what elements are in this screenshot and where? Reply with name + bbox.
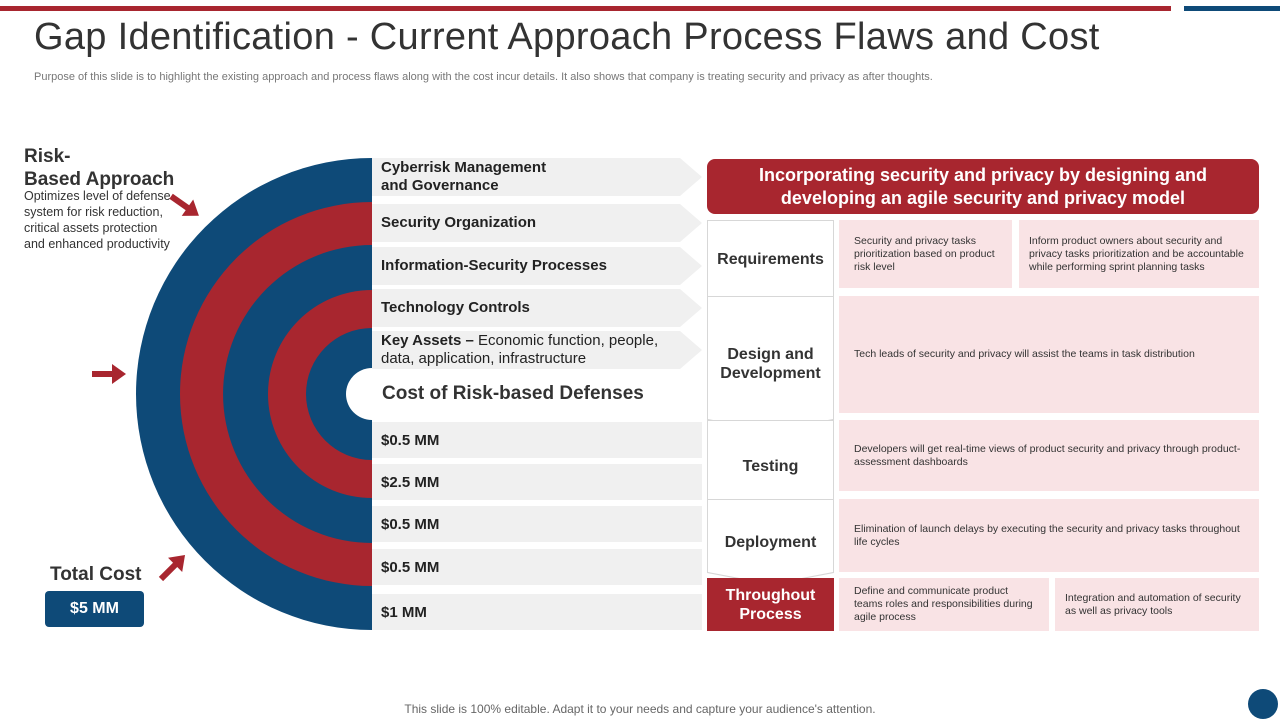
cost-value: $1 MM	[372, 594, 702, 630]
layer-label-key-assets: Key Assets – Economic function, people, …	[372, 331, 702, 369]
cost-value: $2.5 MM	[372, 464, 702, 500]
risk-approach-description: Optimizes level of defense system for ri…	[24, 189, 171, 251]
phase-cell: Integration and automation of security a…	[1055, 578, 1259, 631]
phase-cell: Elimination of launch delays by executin…	[839, 499, 1259, 572]
cost-value: $0.5 MM	[372, 549, 702, 585]
risk-title-line-1: Risk-	[24, 146, 71, 167]
arc-ring-5	[306, 328, 372, 460]
phase-requirements: Requirements	[707, 220, 834, 310]
layer-label-governance: Cyberrisk Management and Governance	[372, 158, 702, 196]
layer-text: Economic function, people, data, applica…	[381, 332, 659, 367]
layer-label-info-security: Information-Security Processes	[372, 247, 702, 285]
cost-heading: Cost of Risk-based Defenses	[382, 383, 644, 404]
arc-center	[346, 368, 372, 420]
slide-title: Gap Identification - Current Approach Pr…	[34, 16, 1100, 58]
layer-label-security-org: Security Organization	[372, 204, 702, 242]
agile-model-header-text: Incorporating security and privacy by de…	[758, 164, 1208, 208]
phase-design-development: Design and Development	[707, 296, 834, 432]
layer-text: Technology Controls	[381, 299, 530, 316]
layer-text: Security Organization	[381, 214, 537, 231]
cost-value: $0.5 MM	[372, 506, 702, 542]
risk-approach-title: Risk- Based Approach	[24, 145, 174, 191]
phase-cell: Security and privacy tasks prioritizatio…	[839, 220, 1012, 288]
phase-label: Testing	[742, 457, 799, 475]
total-cost-label: Total Cost	[50, 564, 142, 585]
phase-testing: Testing	[707, 420, 834, 512]
top-accent-bar-blue	[1184, 6, 1280, 11]
footer-note: This slide is 100% editable. Adapt it to…	[404, 702, 876, 716]
phase-label: Deployment	[724, 533, 817, 551]
phase-throughout-process: Throughout Process	[707, 578, 834, 631]
phase-label: Requirements	[717, 250, 824, 268]
top-accent-bar-red	[0, 6, 1171, 11]
layer-text-bold: Key Assets –	[381, 332, 474, 349]
corner-dot	[1248, 689, 1278, 719]
phase-label: Throughout Process	[725, 586, 816, 623]
total-cost-value: $5 MM	[45, 591, 144, 627]
phase-cell: Developers will get real-time views of p…	[839, 420, 1259, 491]
phase-cell: Tech leads of security and privacy will …	[839, 296, 1259, 413]
phase-label: Design and Development	[720, 346, 821, 382]
arrow-right-icon	[92, 364, 126, 384]
phase-cell: Define and communicate product teams rol…	[839, 578, 1049, 631]
layer-text: Information-Security Processes	[381, 257, 607, 274]
phase-deployment: Deployment	[707, 499, 834, 585]
layer-label-tech-controls: Technology Controls	[372, 289, 702, 327]
slide-subtitle: Purpose of this slide is to highlight th…	[34, 71, 933, 83]
cost-value: $0.5 MM	[372, 422, 702, 458]
layer-text: Cyberrisk Management and Governance	[381, 159, 547, 194]
agile-model-header: Incorporating security and privacy by de…	[707, 159, 1259, 214]
risk-title-line-2: Based Approach	[24, 169, 175, 190]
phase-cell: Inform product owners about security and…	[1019, 220, 1259, 288]
